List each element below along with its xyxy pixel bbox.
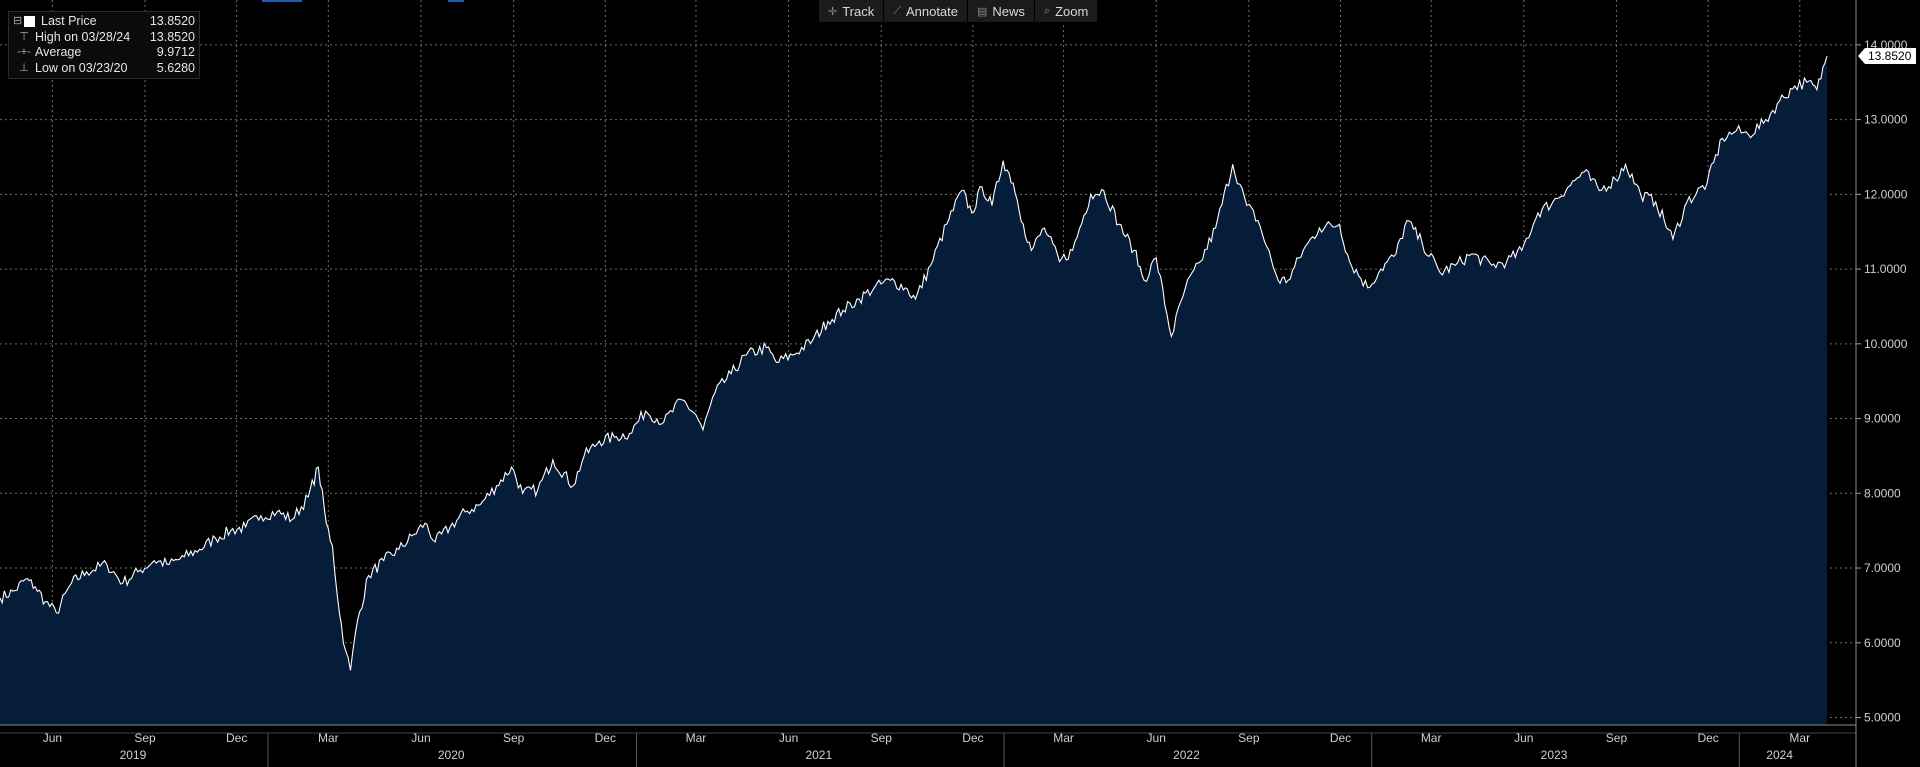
zoom-button[interactable]: ⌕ Zoom [1035, 0, 1099, 22]
last-price-tag-text: 13.8520 [1868, 49, 1912, 63]
y-tick-label: 6.0000 [1864, 636, 1901, 650]
y-tick-label: 11.0000 [1864, 262, 1907, 276]
last-price-tag: 13.8520 [1858, 48, 1916, 65]
magnifier-icon: ⌕ [1043, 4, 1051, 17]
legend-high-label: High on 03/28/24 [35, 29, 131, 44]
x-year-label: 2023 [1541, 748, 1568, 762]
chart-legend: ⊟ Last Price 13.8520 ⊤ High on 03/28/24 … [8, 11, 200, 79]
x-tick-label: Mar [686, 731, 707, 745]
news-label: News [992, 3, 1025, 19]
x-tick-label: Jun [779, 731, 798, 745]
average-marker-icon: -+- [17, 46, 31, 58]
chart-toolbar: ✛ Track ⟋ Annotate ▤ News ⌕ Zoom [819, 0, 1099, 22]
price-area-fill [0, 56, 1827, 726]
top-accent-bar [262, 0, 302, 2]
x-tick-label: Dec [962, 731, 983, 745]
legend-low-label: Low on 03/23/20 [35, 60, 128, 75]
x-tick-label: Sep [134, 731, 156, 745]
annotate-label: Annotate [905, 3, 958, 19]
x-tick-label: Mar [318, 731, 339, 745]
x-tick-label: Jun [43, 731, 62, 745]
legend-row-last[interactable]: ⊟ Last Price 13.8520 [13, 14, 195, 30]
legend-last-value: 13.8520 [149, 14, 195, 28]
x-tick-label: Sep [871, 731, 893, 745]
low-marker-icon: ⊥ [19, 61, 29, 74]
news-icon: ▤ [977, 5, 988, 18]
y-tick-label: 13.0000 [1864, 113, 1908, 127]
x-year-label: 2020 [438, 748, 465, 762]
x-tick-label: Mar [1421, 731, 1442, 745]
legend-row-high[interactable]: ⊤ High on 03/28/24 13.8520 [13, 30, 195, 46]
x-year-label: 2021 [805, 748, 832, 762]
y-tick-label: 12.0000 [1864, 187, 1908, 201]
legend-row-low[interactable]: ⊥ Low on 03/23/20 5.6280 [13, 61, 195, 77]
legend-high-value: 13.8520 [149, 29, 195, 44]
x-tick-label: Dec [226, 731, 247, 745]
top-accent-bar [448, 0, 464, 2]
collapse-icon[interactable]: ⊟ [13, 15, 23, 27]
news-button[interactable]: ▤ News [968, 0, 1035, 22]
x-tick-label: Sep [503, 731, 525, 745]
y-tick-label: 8.0000 [1864, 486, 1901, 500]
x-tick-label: Mar [1789, 731, 1810, 745]
x-year-label: 2024 [1766, 748, 1793, 762]
x-tick-label: Jun [1514, 731, 1533, 745]
last-price-swatch [24, 16, 35, 28]
legend-average-label: Average [35, 45, 82, 59]
pencil-icon: ⟋ [893, 4, 901, 17]
last-price-tag-box [1858, 48, 1916, 65]
legend-last-label: Last Price [41, 14, 97, 28]
crosshair-icon: ✛ [828, 5, 838, 18]
high-marker-icon: ⊤ [19, 30, 29, 43]
x-tick-label: Jun [411, 731, 430, 745]
x-year-label: 2019 [120, 748, 147, 762]
y-tick-label: 7.0000 [1864, 561, 1901, 575]
x-tick-label: Dec [1330, 731, 1351, 745]
x-tick-label: Dec [1697, 731, 1718, 745]
price-line[interactable] [0, 55, 1828, 671]
track-button[interactable]: ✛ Track [819, 0, 885, 22]
y-tick-label: 5.0000 [1864, 711, 1901, 725]
legend-row-average[interactable]: -+- Average 9.9712 [13, 45, 195, 61]
zoom-label: Zoom [1055, 3, 1089, 19]
x-tick-label: Mar [1053, 731, 1074, 745]
x-tick-label: Sep [1606, 731, 1628, 745]
y-tick-label: 10.0000 [1864, 337, 1908, 351]
annotate-button[interactable]: ⟋ Annotate [884, 0, 968, 22]
track-label: Track [842, 3, 875, 19]
legend-average-value: 9.9712 [156, 45, 195, 59]
legend-low-value: 5.6280 [156, 60, 195, 75]
x-tick-label: Dec [595, 731, 616, 745]
x-tick-label: Jun [1147, 731, 1166, 745]
y-tick-label: 9.0000 [1864, 412, 1901, 426]
x-tick-label: Sep [1238, 731, 1260, 745]
x-year-label: 2022 [1173, 748, 1200, 762]
